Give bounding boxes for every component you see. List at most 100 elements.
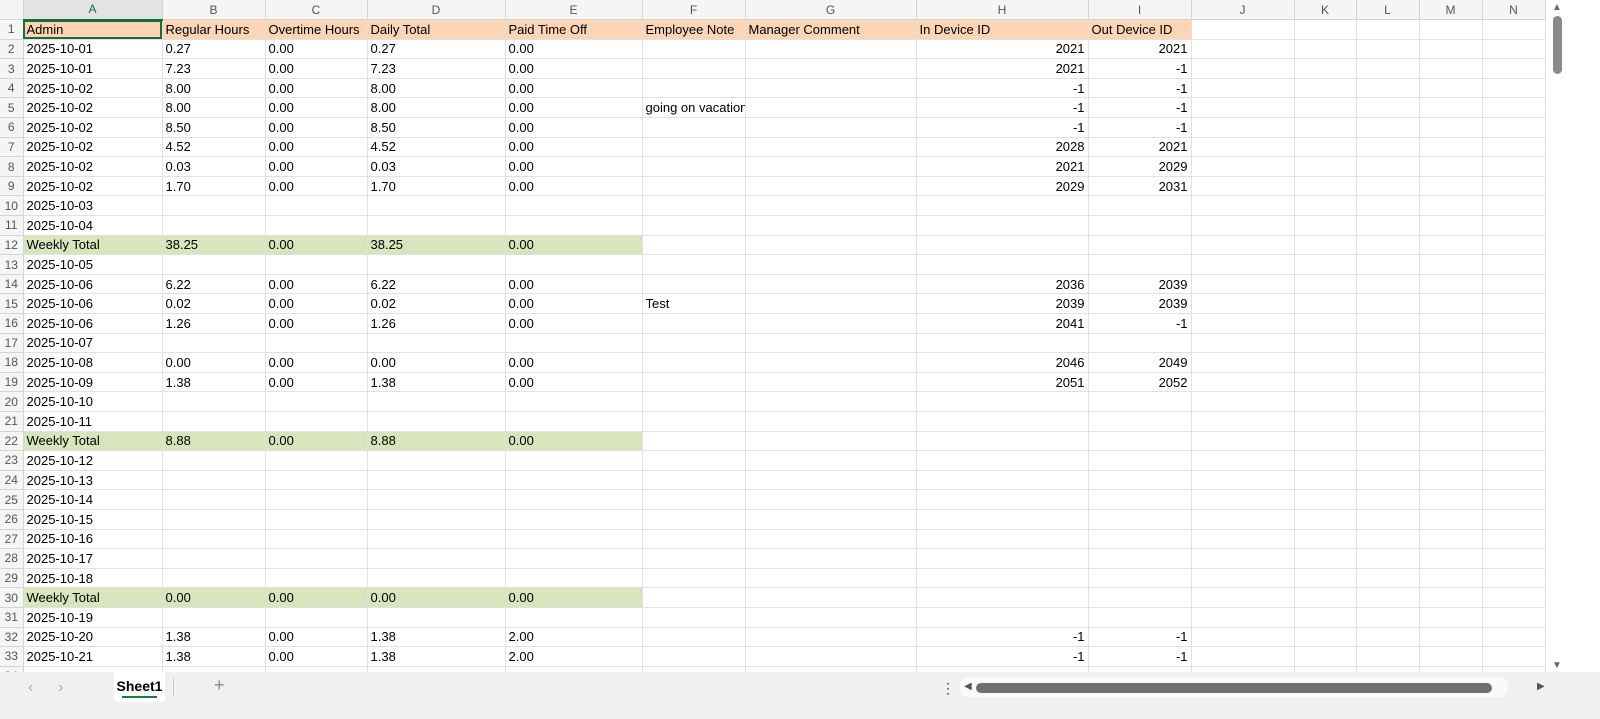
cell-c2[interactable]: 0.00	[265, 39, 368, 60]
cell-k24[interactable]	[1294, 470, 1357, 491]
cell-l31[interactable]	[1356, 607, 1420, 628]
cell-m10[interactable]	[1419, 195, 1483, 217]
cell-j22[interactable]	[1191, 431, 1295, 452]
cell-k27[interactable]	[1294, 529, 1357, 550]
cell-h24[interactable]	[916, 470, 1089, 491]
cell-k9[interactable]	[1294, 176, 1357, 197]
cell-m22[interactable]	[1419, 431, 1483, 452]
cell-d9[interactable]: 1.70	[367, 176, 506, 197]
cell-n29[interactable]	[1482, 568, 1546, 589]
row-header[interactable]: 10	[0, 195, 24, 217]
cell-m27[interactable]	[1419, 529, 1483, 550]
cell-a29[interactable]: 2025-10-18	[23, 568, 163, 589]
cell-n26[interactable]	[1482, 509, 1546, 530]
cell-m26[interactable]	[1419, 509, 1483, 530]
cell-h5[interactable]: -1	[916, 97, 1089, 119]
cell-k31[interactable]	[1294, 607, 1357, 628]
cell-k14[interactable]	[1294, 274, 1357, 295]
cell-c9[interactable]: 0.00	[265, 176, 368, 197]
cell-j8[interactable]	[1191, 156, 1295, 177]
cell-c13[interactable]	[265, 254, 368, 275]
cell-c4[interactable]: 0.00	[265, 78, 368, 99]
cell-h8[interactable]: 2021	[916, 156, 1089, 177]
cell-d23[interactable]	[367, 450, 506, 471]
cell-a20[interactable]: 2025-10-10	[23, 391, 163, 412]
row-header[interactable]: 21	[0, 411, 24, 432]
row-header[interactable]: 4	[0, 78, 24, 99]
cell-n3[interactable]	[1482, 58, 1546, 79]
scroll-up-arrow-icon[interactable]: ▲	[1552, 2, 1562, 13]
cell-n25[interactable]	[1482, 489, 1546, 510]
cell-a27[interactable]: 2025-10-16	[23, 529, 163, 550]
cell-l2[interactable]	[1356, 39, 1420, 60]
row-header[interactable]: 3	[0, 58, 24, 79]
cell-k1[interactable]	[1294, 19, 1357, 40]
cell-b21[interactable]	[162, 411, 266, 432]
cell-d18[interactable]: 0.00	[367, 352, 506, 373]
cell-g2[interactable]	[745, 39, 917, 60]
cell-m32[interactable]	[1419, 627, 1483, 648]
cell-b8[interactable]: 0.03	[162, 156, 266, 177]
cell-c29[interactable]	[265, 568, 368, 589]
cell-a11[interactable]: 2025-10-04	[23, 215, 163, 236]
cell-a8[interactable]: 2025-10-02	[23, 156, 163, 177]
cell-l11[interactable]	[1356, 215, 1420, 236]
cell-i15[interactable]: 2039	[1088, 293, 1192, 314]
cell-n21[interactable]	[1482, 411, 1546, 432]
cell-i26[interactable]	[1088, 509, 1192, 530]
scroll-down-arrow-icon[interactable]: ▼	[1552, 660, 1562, 671]
cell-h9[interactable]: 2029	[916, 176, 1089, 197]
cell-b22[interactable]: 8.88	[162, 431, 266, 452]
cell-h28[interactable]	[916, 548, 1089, 569]
cell-j32[interactable]	[1191, 627, 1295, 648]
cell-g12[interactable]	[745, 235, 917, 256]
cell-c33[interactable]: 0.00	[265, 646, 368, 667]
cell-l29[interactable]	[1356, 568, 1420, 589]
row-header[interactable]: 23	[0, 450, 24, 471]
cell-i25[interactable]	[1088, 489, 1192, 510]
vertical-scroll-thumb[interactable]	[1553, 16, 1562, 74]
cell-m18[interactable]	[1419, 352, 1483, 373]
cell-n1[interactable]	[1482, 19, 1546, 40]
chevron-right-icon[interactable]: ›	[58, 679, 64, 696]
cell-j24[interactable]	[1191, 470, 1295, 491]
cell-n7[interactable]	[1482, 137, 1546, 158]
cell-j10[interactable]	[1191, 195, 1295, 217]
cell-e12[interactable]: 0.00	[505, 235, 643, 256]
cell-k20[interactable]	[1294, 391, 1357, 412]
cell-b25[interactable]	[162, 489, 266, 510]
cell-c22[interactable]: 0.00	[265, 431, 368, 452]
cell-a19[interactable]: 2025-10-09	[23, 372, 163, 393]
cell-j11[interactable]	[1191, 215, 1295, 236]
cell-d12[interactable]: 38.25	[367, 235, 506, 256]
cell-b34[interactable]	[162, 666, 266, 672]
cell-c21[interactable]	[265, 411, 368, 432]
cell-h15[interactable]: 2039	[916, 293, 1089, 314]
cell-i32[interactable]: -1	[1088, 627, 1192, 648]
cell-a26[interactable]: 2025-10-15	[23, 509, 163, 530]
cell-j15[interactable]	[1191, 293, 1295, 314]
cell-i34[interactable]	[1088, 666, 1192, 672]
cell-h13[interactable]	[916, 254, 1089, 275]
cell-i5[interactable]: -1	[1088, 97, 1192, 119]
cell-j20[interactable]	[1191, 391, 1295, 412]
cell-c10[interactable]	[265, 195, 368, 217]
cell-e21[interactable]	[505, 411, 643, 432]
cell-k16[interactable]	[1294, 313, 1357, 334]
cell-e1[interactable]: Paid Time Off	[505, 19, 643, 40]
cell-k13[interactable]	[1294, 254, 1357, 275]
cell-c8[interactable]: 0.00	[265, 156, 368, 177]
cell-m19[interactable]	[1419, 372, 1483, 393]
cell-f29[interactable]	[642, 568, 746, 589]
cell-l30[interactable]	[1356, 587, 1420, 608]
cell-k4[interactable]	[1294, 78, 1357, 99]
cell-d24[interactable]	[367, 470, 506, 491]
cell-k5[interactable]	[1294, 97, 1357, 119]
row-header[interactable]: 34	[0, 666, 24, 672]
cell-g24[interactable]	[745, 470, 917, 491]
cell-b10[interactable]	[162, 195, 266, 217]
cell-n22[interactable]	[1482, 431, 1546, 452]
cell-e18[interactable]: 0.00	[505, 352, 643, 373]
cell-g18[interactable]	[745, 352, 917, 373]
cell-b9[interactable]: 1.70	[162, 176, 266, 197]
